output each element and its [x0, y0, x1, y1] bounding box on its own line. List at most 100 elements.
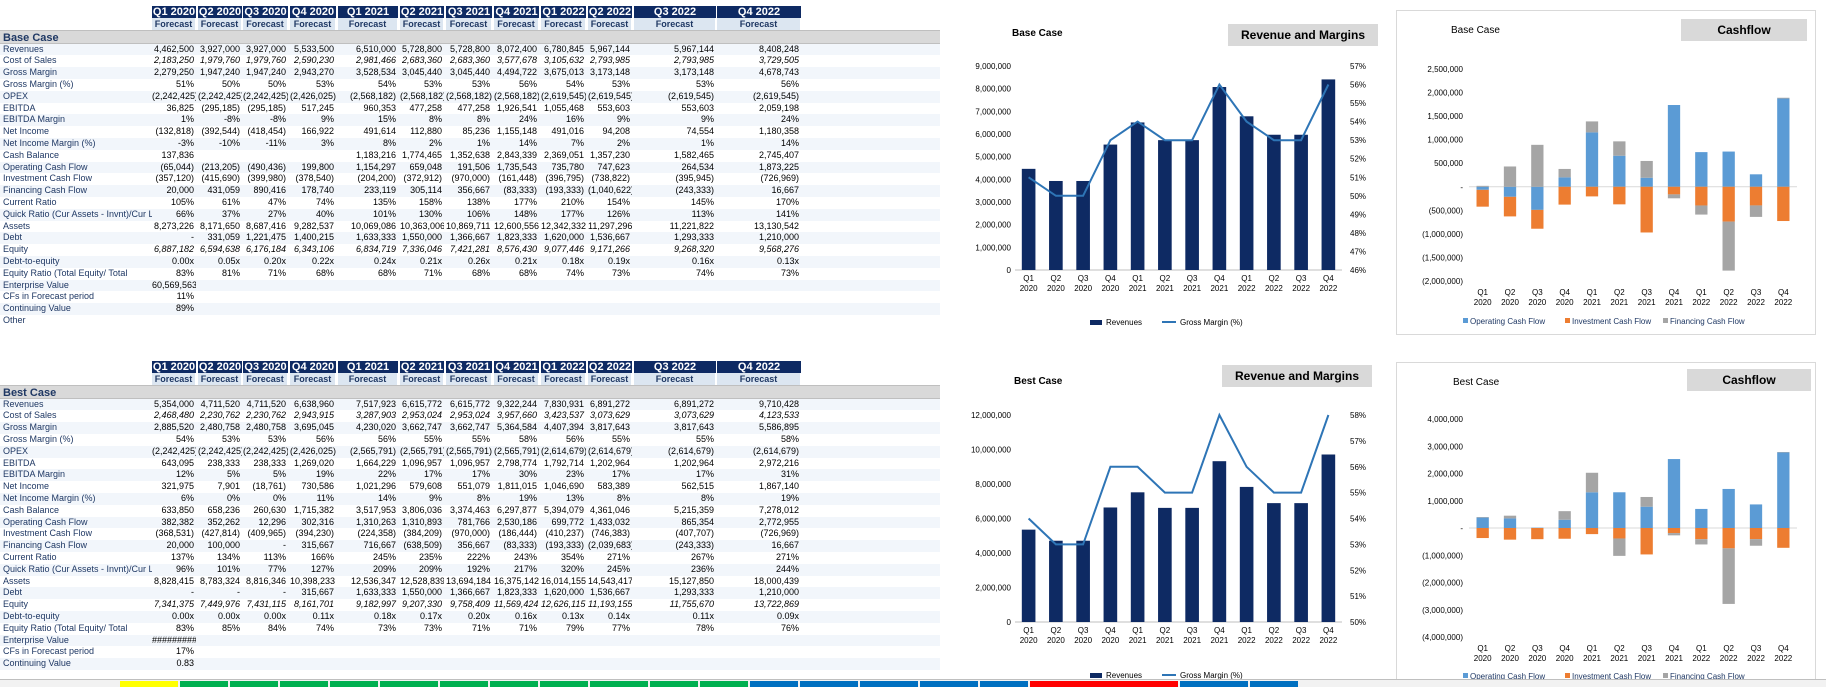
table-cell[interactable]: 1,633,333	[355, 232, 396, 243]
table-cell[interactable]: 137,836	[161, 149, 194, 160]
table-cell[interactable]: 0.00x	[171, 255, 194, 266]
table-cell[interactable]: 865,354	[681, 516, 714, 527]
table-cell[interactable]: 11,221,822	[669, 220, 714, 231]
table-cell[interactable]: 158%	[418, 196, 442, 207]
table-cell[interactable]: (2,568,182)	[349, 90, 396, 101]
table-cell[interactable]: 8,273,226	[153, 220, 194, 231]
table-cell[interactable]: 2,480,758	[199, 422, 240, 433]
table-row[interactable]: Cost of Sales 2,468,480 2,230,762 2,230,762…	[0, 410, 940, 422]
table-cell[interactable]: 100,000	[207, 540, 240, 551]
table-row[interactable]: Debt - 331,059 1,221,475 1,400,215 1,633,333 1…	[0, 232, 940, 245]
table-cell[interactable]: 10,869,711	[446, 220, 491, 231]
table-cell[interactable]: (418,454)	[247, 126, 286, 137]
table-cell[interactable]: (410,237)	[545, 528, 584, 539]
table-cell[interactable]: (395,945)	[675, 173, 714, 184]
table-cell[interactable]: 553,603	[681, 102, 714, 113]
table-cell[interactable]: 264,534	[681, 161, 714, 172]
table-row[interactable]: Quick Ratio (Cur Assets - Invnt)/Cur Lia…	[0, 208, 940, 221]
table-cell[interactable]: 2%	[428, 137, 442, 148]
table-cell[interactable]: 659,048	[409, 161, 442, 172]
table-cell[interactable]: (368,531)	[155, 528, 194, 539]
table-cell[interactable]: -	[191, 587, 194, 598]
table-cell[interactable]: 8,828,415	[153, 575, 194, 586]
table-cell[interactable]: 8,072,400	[496, 43, 537, 54]
table-cell[interactable]: (384,209)	[403, 528, 442, 539]
table-cell[interactable]: 1,180,358	[758, 126, 799, 137]
table-cell[interactable]: 245%	[372, 551, 396, 562]
table-cell[interactable]: (746,383)	[591, 528, 630, 539]
table-cell[interactable]: 2,183,250	[153, 55, 194, 66]
table-cell[interactable]: 3,173,148	[673, 67, 714, 78]
table-cell[interactable]: (18,761)	[252, 481, 286, 492]
table-cell[interactable]: 352,262	[207, 516, 240, 527]
table-cell[interactable]: 271%	[775, 551, 799, 562]
table-cell[interactable]: 127%	[310, 563, 334, 574]
table-cell[interactable]: 1%	[700, 137, 714, 148]
table-cell[interactable]: 209%	[372, 563, 396, 574]
table-cell[interactable]: 0.17x	[419, 610, 442, 621]
table-cell[interactable]: 9,322,244	[496, 398, 537, 409]
table-cell[interactable]: (243,333)	[675, 185, 714, 196]
table-cell[interactable]: (392,544)	[201, 126, 240, 137]
table-cell[interactable]: 47%	[267, 196, 286, 207]
table-cell[interactable]: 15%	[377, 114, 396, 125]
table-cell[interactable]: (415,690)	[201, 173, 240, 184]
table-cell[interactable]: 356,667	[457, 185, 490, 196]
table-cell[interactable]: 16,375,142	[494, 575, 539, 586]
table-row[interactable]: EBITDA Margin 1% -8% -8% 9% 15% 8% 8% 24% 16% 9% 9%…	[0, 114, 940, 127]
table-cell[interactable]: 4,711,520	[200, 398, 240, 409]
table-cell[interactable]: 50%	[221, 78, 240, 89]
table-cell[interactable]: 0.21x	[419, 255, 442, 266]
table-cell[interactable]: (638,509)	[403, 540, 442, 551]
table-cell[interactable]: 3%	[320, 137, 334, 148]
table-cell[interactable]: 8,171,650	[199, 220, 240, 231]
table-cell[interactable]: 2,972,216	[758, 457, 799, 468]
table-cell[interactable]: 73%	[423, 622, 442, 633]
sheet-tab[interactable]	[280, 681, 328, 687]
table-cell[interactable]: 9,282,537	[293, 220, 334, 231]
table-cell[interactable]: 31%	[780, 469, 799, 480]
table-cell[interactable]: 73%	[780, 267, 799, 278]
table-cell[interactable]: (2,614,679)	[588, 445, 632, 456]
table-cell[interactable]: 130%	[418, 208, 442, 219]
table-cell[interactable]: (2,242,425)	[152, 445, 196, 456]
table-cell[interactable]: 40%	[315, 208, 334, 219]
table-cell[interactable]: 12,536,347	[350, 575, 396, 586]
table-row[interactable]: Investment Cash Flow (357,120) (415,690) (3…	[0, 173, 940, 185]
table-cell[interactable]: 579,608	[409, 481, 442, 492]
table-cell[interactable]: 81%	[221, 267, 240, 278]
table-cell[interactable]: 2,480,758	[245, 422, 286, 433]
period-header[interactable]: Q4 2020	[290, 361, 336, 373]
table-cell[interactable]: 1,792,714	[543, 457, 584, 468]
table-cell[interactable]: 3,806,036	[401, 504, 442, 515]
table-cell[interactable]: 74%	[565, 267, 584, 278]
table-cell[interactable]: 74%	[695, 267, 714, 278]
table-cell[interactable]: (65,044)	[160, 161, 194, 172]
table-cell[interactable]: 7,341,375	[153, 599, 194, 610]
table-cell[interactable]: 16%	[565, 114, 584, 125]
table-cell[interactable]: 77%	[611, 622, 630, 633]
table-cell[interactable]: 1,310,263	[355, 516, 396, 527]
table-cell[interactable]: 1,620,000	[543, 232, 584, 243]
table-cell[interactable]: 517,245	[301, 102, 334, 113]
table-cell[interactable]: -11%	[265, 137, 286, 148]
table-cell[interactable]: 55%	[471, 433, 490, 444]
table-cell[interactable]: 217%	[513, 563, 537, 574]
table-row[interactable]: Financing Cash Flow 20,000 100,000 - 315,667…	[0, 540, 940, 552]
table-cell[interactable]: 6,887,182	[153, 244, 194, 255]
table-cell[interactable]: 101%	[372, 208, 396, 219]
table-cell[interactable]: 8,576,430	[496, 244, 537, 255]
table-cell[interactable]: (2,614,679)	[667, 445, 714, 456]
table-cell[interactable]: 271%	[606, 551, 630, 562]
table-cell[interactable]: 4,123,533	[758, 410, 799, 421]
table-row[interactable]: CFs in Forecast period 11%	[0, 291, 940, 303]
table-cell[interactable]: 9,171,266	[589, 244, 630, 255]
table-cell[interactable]: 89%	[175, 303, 194, 314]
table-cell[interactable]: 74%	[315, 622, 334, 633]
table-cell[interactable]: 3,729,505	[758, 55, 799, 66]
table-cell[interactable]: 1,021,296	[355, 481, 396, 492]
table-cell[interactable]: 83%	[175, 622, 194, 633]
table-row[interactable]: Equity 6,887,182 6,594,638 6,176,184 6,343,1…	[0, 244, 940, 256]
table-row[interactable]: Enterprise Value 60,569,563	[0, 279, 940, 292]
table-cell[interactable]: 3,662,747	[401, 422, 442, 433]
